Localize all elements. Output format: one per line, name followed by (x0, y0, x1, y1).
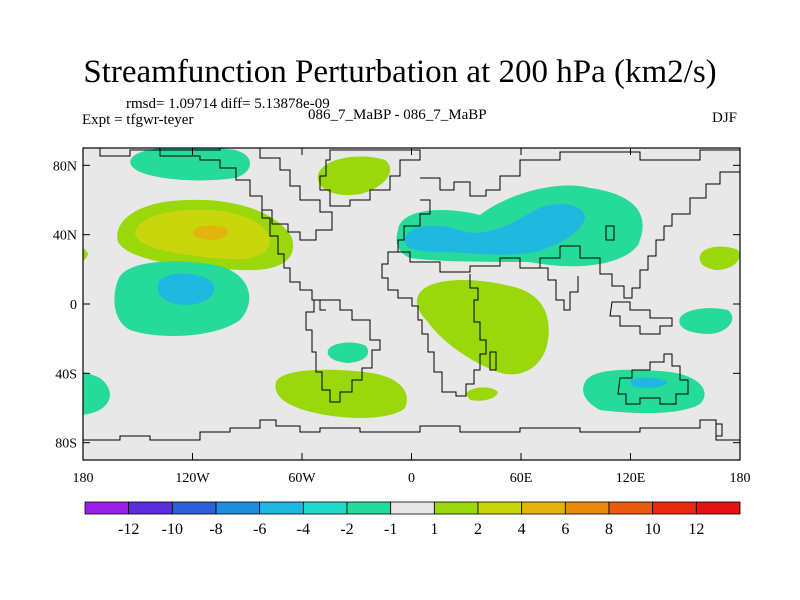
coastline-europe (420, 149, 740, 197)
positive-region-west-pacific (699, 246, 740, 270)
colorbar-swatch (652, 501, 697, 515)
colorbar-label: -1 (384, 521, 397, 538)
coastlines (83, 148, 740, 441)
expt-text: Expt = tfgwr-teyer (82, 112, 194, 128)
positive-region-south-america (275, 369, 407, 418)
x-tick-label: 0 (408, 471, 415, 486)
x-tick-label: 120E (616, 471, 646, 486)
positive-region-north-atlantic (317, 156, 391, 196)
colorbar-label: 2 (474, 521, 482, 538)
colorbar-label: -6 (253, 521, 266, 538)
coastline-japan (605, 225, 615, 241)
coastline-antarctica (83, 419, 740, 441)
colorbar-swatch (215, 501, 261, 515)
x-tick-label: 180 (73, 471, 94, 486)
colorbar-swatch (171, 501, 217, 515)
colorbar-swatch (608, 501, 654, 515)
negative-region-southern-ocean (583, 369, 705, 414)
colorbar-swatch (564, 501, 610, 515)
y-axis: 80N 40N 0 40S 80S (53, 159, 740, 452)
colorbar-label: 10 (645, 521, 661, 538)
anomaly-fields (83, 148, 740, 418)
positive-region-north-pacific-peak (192, 225, 229, 240)
y-tick-label: 40N (53, 229, 77, 244)
colorbar-label: -4 (297, 521, 310, 538)
colorbar-swatch (521, 501, 566, 515)
colorbar-label: 4 (518, 521, 526, 538)
negative-region-south-atlantic (327, 342, 369, 363)
season-label: DJF (712, 110, 738, 126)
colorbar-label: -10 (162, 521, 183, 538)
colorbar-swatch (302, 501, 348, 515)
y-tick-label: 0 (70, 298, 77, 313)
negative-region-east-pacific (679, 308, 733, 334)
colorbar-label: 6 (561, 521, 569, 538)
colorbar-label: 12 (688, 521, 704, 538)
colorbar-label: 1 (430, 521, 438, 538)
negative-region-tropical-pacific-core (157, 273, 215, 305)
colorbar-swatch (390, 501, 435, 515)
y-tick-label: 80N (53, 159, 77, 174)
colorbar-swatch (433, 501, 479, 515)
colorbar: -12 -10 -8 -6 -4 -2 -1 1 2 4 6 8 10 12 (84, 501, 741, 538)
coastline-india (540, 267, 579, 311)
coastline-mediterranean (397, 199, 561, 273)
colorbar-swatch (259, 501, 304, 515)
colorbar-label: 8 (605, 521, 613, 538)
colorbar-label: -2 (340, 521, 353, 538)
x-tick-label: 60W (288, 471, 316, 486)
experiment-diff-text: 086_7_MaBP - 086_7_MaBP (308, 107, 487, 123)
coastline-asia (560, 171, 740, 299)
coastline-arctic (83, 148, 333, 241)
colorbar-swatch (346, 501, 392, 515)
colorbar-label: -8 (209, 521, 222, 538)
coastline-madagascar (489, 351, 497, 371)
colorbar-swatch (128, 501, 173, 515)
positive-region-south-pacific (83, 248, 88, 261)
coastline-africa (381, 251, 487, 397)
coastline-indonesia (609, 301, 673, 335)
negative-region-eurasia-core (404, 204, 585, 255)
coastline-south-america (305, 299, 381, 403)
y-tick-label: 80S (55, 437, 77, 452)
x-axis: 180 120W 60W 0 60E 120E 180 (73, 148, 751, 486)
colorbar-swatch (695, 501, 741, 515)
x-tick-label: 120W (175, 471, 210, 486)
x-tick-label: 60E (510, 471, 533, 486)
y-tick-label: 40S (55, 367, 77, 382)
colorbar-swatch (84, 501, 130, 515)
positive-region-tropical-africa (416, 280, 549, 375)
coastline-greenland (319, 149, 421, 207)
colorbar-swatch (477, 501, 523, 515)
chart-title: Streamfunction Perturbation at 200 hPa (… (83, 54, 717, 90)
x-tick-label: 180 (730, 471, 751, 486)
colorbar-label: -12 (118, 521, 139, 538)
negative-region-southern-ocean-core (630, 377, 668, 389)
positive-region-indian-ocean (466, 387, 498, 401)
stats-text: rmsd= 1.09714 diff= 5.13878e-09 (126, 96, 330, 112)
coastline-australia (617, 353, 689, 405)
negative-region-atlantic (83, 372, 110, 415)
